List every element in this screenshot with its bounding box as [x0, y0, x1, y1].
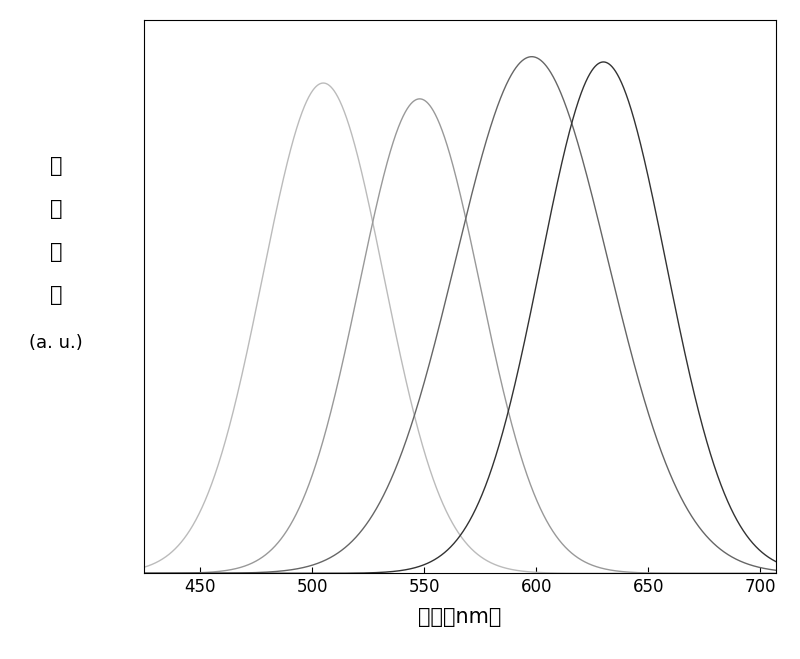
- Text: 度: 度: [50, 285, 62, 305]
- Text: (a. u.): (a. u.): [29, 333, 83, 352]
- Text: 光: 光: [50, 199, 62, 219]
- X-axis label: 波长（nm）: 波长（nm）: [418, 608, 502, 627]
- Text: 强: 强: [50, 242, 62, 262]
- Text: 荧: 荧: [50, 156, 62, 177]
